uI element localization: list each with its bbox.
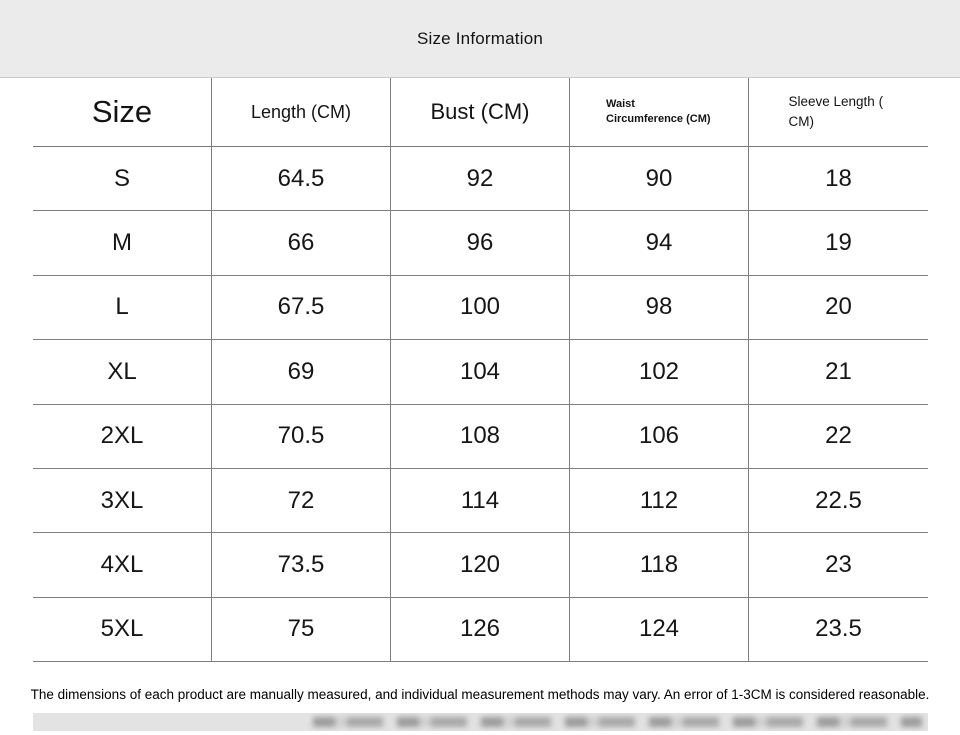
table-row: XL 69 104 102 21: [33, 340, 928, 405]
cell-sleeve: 23.5: [815, 615, 862, 643]
cell-waist: 98: [570, 275, 749, 340]
column-header-bust: Bust (CM): [391, 78, 570, 146]
cell-sleeve: 21: [825, 357, 852, 385]
column-header-label: Waist Circumference (CM): [606, 98, 711, 125]
column-header-sleeve-length: Sleeve Length ( CM): [749, 78, 928, 146]
cell-bust: 114: [391, 468, 570, 533]
table-row: 5XL 75 126 124 23.5: [33, 597, 928, 663]
cell-waist: 90: [570, 147, 749, 211]
cell-sleeve: 20: [825, 293, 852, 321]
blurred-cropped-text: [313, 717, 922, 727]
cell-sleeve: 18: [825, 164, 852, 192]
cell-sleeve: 19: [825, 229, 852, 257]
cell-sleeve: 22.5: [815, 486, 862, 514]
cell-bust: 104: [391, 340, 570, 404]
cell-length: 66: [212, 211, 391, 275]
title-band: Size Information: [0, 0, 960, 78]
cell-waist: 112: [570, 468, 749, 533]
cell-bust: 120: [391, 533, 570, 597]
cell-length: 75: [212, 597, 391, 662]
cell-waist: 118: [570, 533, 749, 597]
table-body: S 64.5 92 90 18 M 66 96 94 19 L 67.5 100 98 20 XL 69 104 1…: [33, 147, 928, 663]
cell-size: S: [33, 147, 212, 211]
size-table: Size Length (CM) Bust (CM) Waist Circumf…: [33, 78, 928, 663]
table-row: 3XL 72 114 112 22.5: [33, 468, 928, 534]
table-row: S 64.5 92 90 18: [33, 147, 928, 212]
cell-length: 67.5: [212, 275, 391, 340]
table-header-row: Size Length (CM) Bust (CM) Waist Circumf…: [33, 78, 928, 147]
cell-waist: 124: [570, 597, 749, 662]
cell-bust: 92: [391, 147, 570, 211]
column-header-length: Length (CM): [212, 78, 391, 146]
cell-length: 64.5: [212, 147, 391, 211]
column-header-label: Length (CM): [250, 101, 352, 122]
table-row: 4XL 73.5 120 118 23: [33, 533, 928, 598]
cell-bust: 126: [391, 597, 570, 662]
cell-size: 3XL: [33, 468, 212, 533]
cropped-content-strip: [33, 713, 928, 731]
cell-bust: 108: [391, 404, 570, 468]
page-title: Size Information: [416, 28, 544, 48]
cell-waist: 94: [570, 211, 749, 275]
cell-length: 70.5: [212, 404, 391, 468]
cell-size: L: [33, 275, 212, 340]
cell-size: M: [33, 211, 212, 275]
cell-length: 69: [212, 340, 391, 404]
cell-length: 72: [212, 468, 391, 533]
cell-sleeve: 22: [825, 422, 852, 450]
cell-waist: 102: [570, 340, 749, 404]
cell-waist: 106: [570, 404, 749, 468]
column-header-label: Size: [91, 94, 153, 129]
cell-size: XL: [33, 340, 212, 404]
column-header-waist-circumference: Waist Circumference (CM): [570, 78, 749, 146]
cell-size: 2XL: [33, 404, 212, 468]
cell-size: 5XL: [33, 597, 212, 662]
cell-sleeve: 23: [825, 551, 852, 579]
cell-bust: 100: [391, 275, 570, 340]
column-header-label: Bust (CM): [430, 99, 530, 124]
cell-bust: 96: [391, 211, 570, 275]
column-header-size: Size: [33, 78, 212, 146]
cell-length: 73.5: [212, 533, 391, 597]
column-header-label: Sleeve Length ( CM): [788, 94, 884, 129]
cell-size: 4XL: [33, 533, 212, 597]
table-row: L 67.5 100 98 20: [33, 275, 928, 341]
measurement-disclaimer: The dimensions of each product are manua…: [30, 687, 930, 702]
table-row: M 66 96 94 19: [33, 211, 928, 276]
table-row: 2XL 70.5 108 106 22: [33, 404, 928, 469]
